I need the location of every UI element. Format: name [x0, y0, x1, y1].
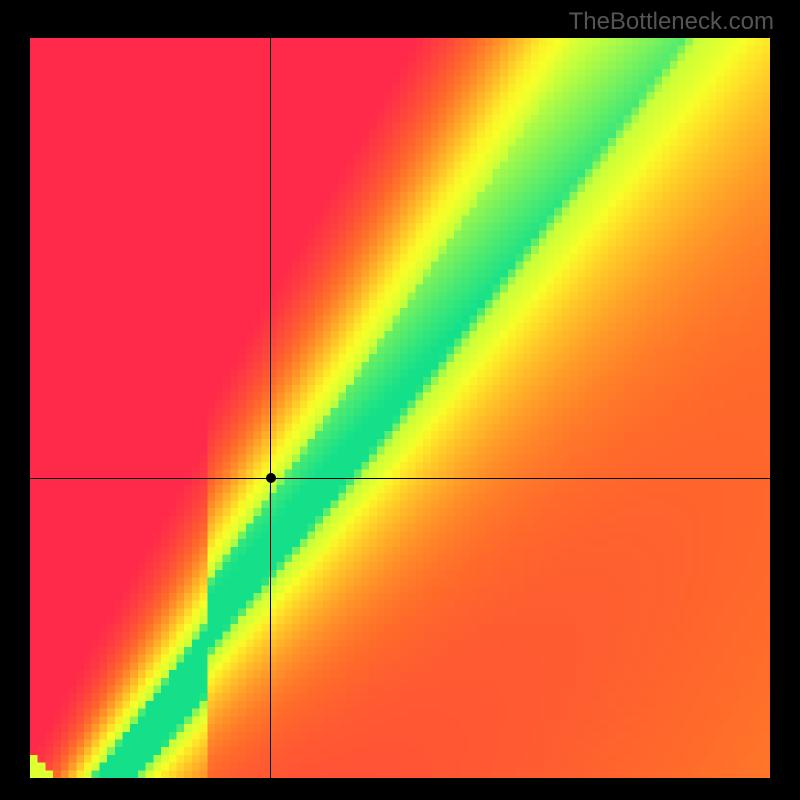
- watermark-text: TheBottleneck.com: [569, 8, 774, 36]
- crosshair-horizontal: [30, 478, 770, 479]
- chart-container: { "watermark": { "text": "TheBottleneck.…: [0, 0, 800, 800]
- bottleneck-heatmap: [30, 38, 770, 778]
- crosshair-vertical: [270, 38, 271, 778]
- selected-point-marker: [266, 473, 276, 483]
